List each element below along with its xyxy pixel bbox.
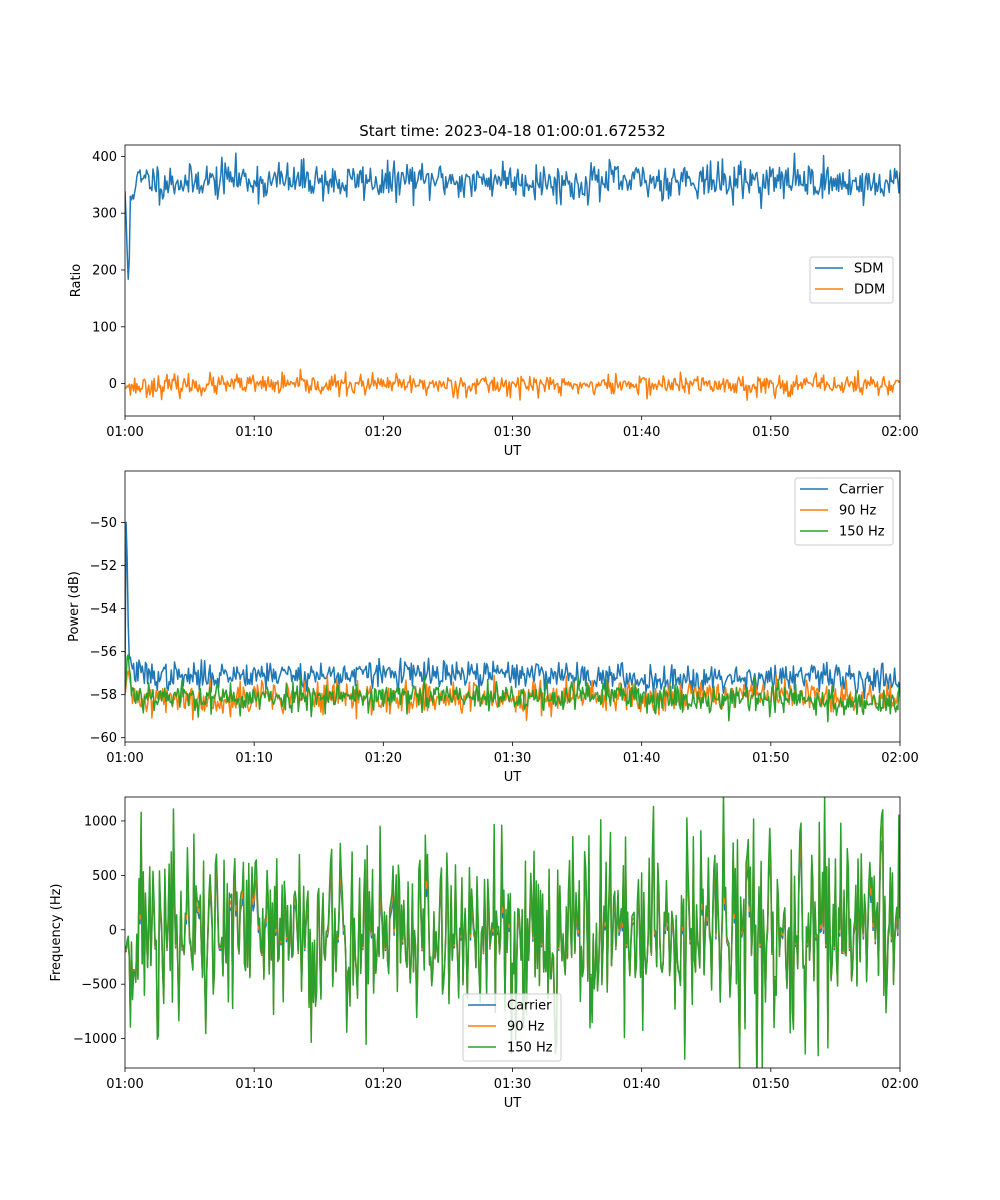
legend-entry: Carrier [507,999,552,1014]
series-group [125,797,900,1068]
x-tick-label: 01:20 [365,751,402,766]
y-tick-label: −56 [90,645,117,660]
x-axis-label: UT [504,444,522,459]
x-tick-label: 02:00 [881,425,918,440]
x-axis-label: UT [504,770,522,785]
y-tick-label: −60 [90,731,117,746]
x-tick-label: 01:30 [494,751,531,766]
legend-entry: 90 Hz [839,504,876,519]
y-tick-label: 400 [92,150,117,165]
x-tick-label: 01:20 [365,425,402,440]
series-group [125,152,900,401]
x-tick-label: 01:40 [623,425,660,440]
chart-panel-1: 01:00 01:10 01:20 01:30 01:40 01:50 02:00 0 100 2… [69,144,919,459]
series-group [125,521,900,723]
y-tick-label: 100 [92,320,117,335]
x-tick-label: 01:10 [235,425,272,440]
legend-entry: 90 Hz [507,1020,544,1035]
x-tick-label: 01:00 [106,1077,143,1092]
legend-entry: DDM [854,283,885,298]
y-tick-label: −50 [90,516,117,531]
legend-entry: 150 Hz [507,1041,553,1056]
legend-entry: Carrier [839,483,884,498]
series-line-sdm [125,152,900,280]
series-line-150-hz [125,797,900,1068]
chart-panel-3: 01:00 01:10 01:20 01:30 01:40 01:50 02:00 1000 5… [49,796,919,1111]
y-axis-label: Frequency (Hz) [49,883,64,981]
y-tick-label: 300 [92,207,117,222]
y-tick-label: 0 [109,923,117,938]
x-tick-label: 01:30 [494,1077,531,1092]
y-axis-label: Power (dB) [67,571,82,642]
x-tick-label: 01:50 [752,1077,789,1092]
legend: Carrier 90 Hz 150 Hz [462,993,562,1062]
legend-box [462,993,562,1062]
figure-title: Start time: 2023-04-18 01:00:01.672532 [359,122,665,140]
x-tick-label: 02:00 [881,751,918,766]
x-tick-label: 01:40 [623,751,660,766]
legend-entry: 150 Hz [839,525,885,540]
y-tick-label: 0 [109,377,117,392]
x-tick-label: 01:10 [235,1077,272,1092]
x-tick-label: 01:40 [623,1077,660,1092]
x-tick-label: 01:20 [365,1077,402,1092]
x-tick-label: 01:10 [235,751,272,766]
x-tick-label: 01:50 [752,751,789,766]
y-tick-label: 500 [92,869,117,884]
y-tick-label: 200 [92,263,117,278]
x-axis-label: UT [504,1096,522,1111]
legend: Carrier 90 Hz 150 Hz [794,477,894,546]
y-tick-label: −52 [90,559,117,574]
y-tick-label: −1000 [73,1032,117,1047]
y-tick-label: −500 [81,978,117,993]
x-tick-label: 02:00 [881,1077,918,1092]
chart-panel-2: 01:00 01:10 01:20 01:30 01:40 01:50 02:00 −50 −5… [67,470,919,785]
y-tick-label: −54 [90,602,117,617]
x-tick-label: 01:00 [106,425,143,440]
x-tick-label: 01:00 [106,751,143,766]
y-axis-label: Ratio [69,264,84,297]
series-line-carrier [125,521,900,700]
series-line-150-hz [125,654,900,723]
legend-box [794,477,894,546]
x-tick-label: 01:50 [752,425,789,440]
y-tick-label: −58 [90,688,117,703]
legend: SDM DDM [809,256,894,304]
legend-entry: SDM [854,262,883,277]
series-line-ddm [125,368,900,401]
x-tick-label: 01:30 [494,425,531,440]
y-tick-label: 1000 [84,814,117,829]
